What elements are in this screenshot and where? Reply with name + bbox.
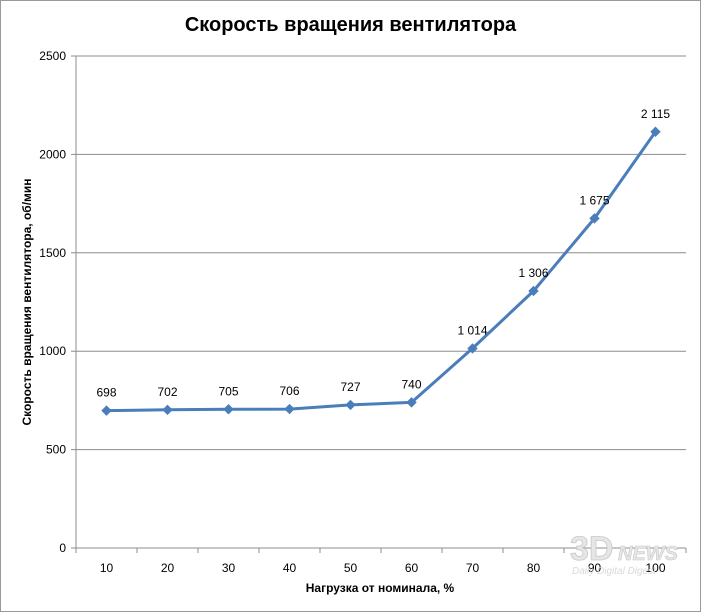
data-label: 698 [96,386,116,400]
3dnews-watermark-logo: 3D NEWS Daily Digital Digest [570,530,679,577]
y-tick-label: 1000 [39,344,66,358]
x-tick-labels: 10 20 30 40 50 60 70 80 90 100 [100,561,666,575]
data-label: 2 115 [641,107,670,121]
data-point-marker [162,404,173,416]
series-line [105,130,657,413]
data-point-marker [345,399,356,411]
data-label: 705 [218,384,238,398]
x-tick-label: 10 [100,561,114,575]
x-tick-label: 80 [527,561,541,575]
axes [71,55,687,553]
x-tick-label: 40 [283,561,297,575]
data-label: 1 014 [457,323,487,337]
data-label: 706 [279,384,299,398]
data-point-marker [528,285,539,297]
x-tick-label: 100 [645,561,665,575]
x-tick-label: 60 [405,561,419,575]
y-tick-label: 500 [46,443,66,457]
data-label: 1 306 [518,266,548,280]
y-tick-label: 1500 [39,246,66,260]
y-axis-label: Скорость вращения вентилятора, об/мин [20,178,34,425]
x-tick-label: 90 [588,561,602,575]
y-tick-label: 0 [59,541,66,555]
data-point-marker [101,405,112,416]
y-tick-label: 2500 [39,49,66,63]
y-tick-labels: 0 500 1000 1500 2000 2500 [39,49,66,555]
x-tick-label: 50 [344,561,358,575]
chart-title: Скорость вращения вентилятора [184,14,517,36]
x-tick-label: 70 [466,561,480,575]
data-label: 740 [401,377,421,391]
data-label: 702 [157,385,177,399]
gridlines [76,55,686,451]
data-point-marker [223,404,234,415]
x-tick-label: 20 [161,561,175,575]
watermark-brand-text: 3D [570,530,613,568]
svg-text:Daily Digital Digest: Daily Digital Digest [572,566,657,577]
data-point-marker [650,126,661,137]
data-labels: 698 702 705 706 727 740 1 014 1 306 1 675 2 115 [96,107,670,400]
x-axis-label: Нагрузка от номинала, % [306,581,455,595]
data-point-marker [467,343,478,354]
x-tick-label: 30 [222,561,236,575]
data-point-marker [284,403,295,415]
y-tick-label: 2000 [39,147,66,161]
data-label: 727 [340,380,360,394]
data-point-marker [406,397,417,408]
data-point-marker [589,213,600,224]
svg-text:NEWS: NEWS [618,543,679,565]
data-label: 1 675 [579,193,609,207]
series-group [101,126,661,416]
